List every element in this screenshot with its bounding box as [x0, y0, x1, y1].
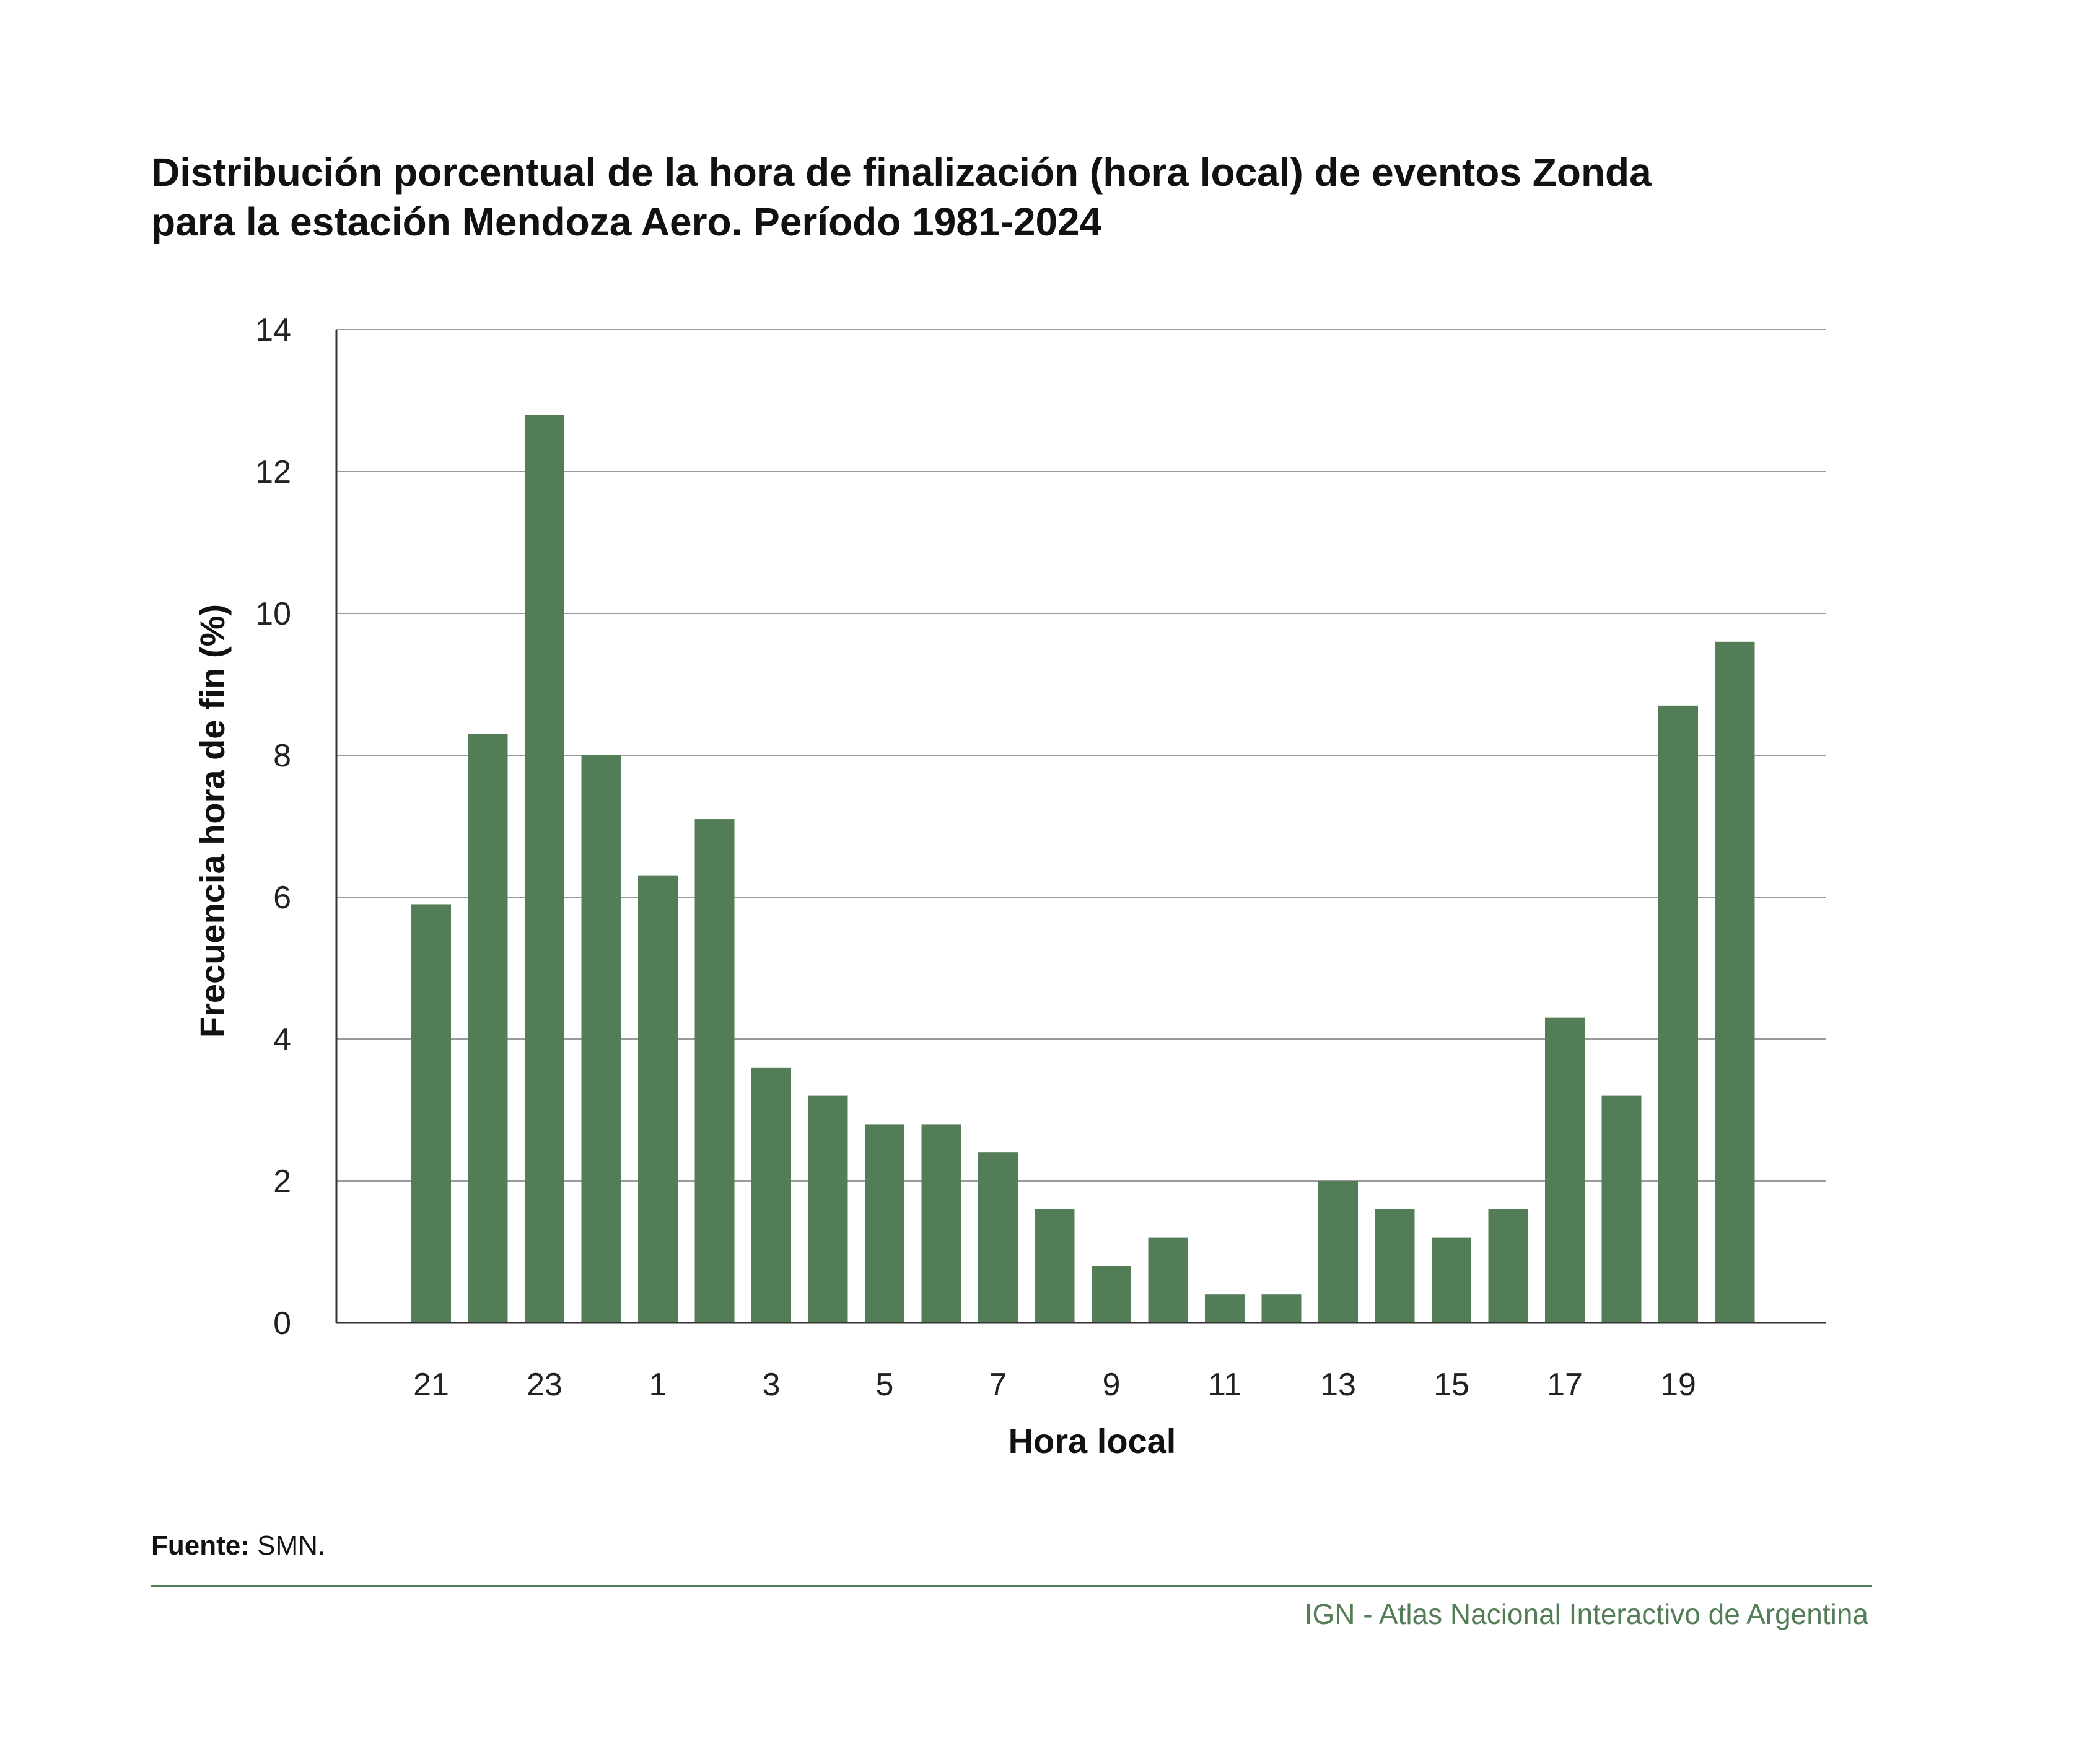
bar-4 [808, 1095, 848, 1323]
credit-text: IGN - Atlas Nacional Interactivo de Arge… [1304, 1598, 1868, 1630]
y-tick-label: 14 [255, 312, 291, 348]
bar-11 [1205, 1294, 1245, 1323]
axes [335, 330, 1826, 1324]
x-tick-label: 11 [1208, 1367, 1241, 1403]
y-tick-label: 12 [255, 454, 291, 490]
x-tick-label: 17 [1547, 1367, 1583, 1403]
y-tick-label: 0 [273, 1305, 291, 1341]
x-tick-label: 9 [1103, 1367, 1121, 1403]
x-tick-label: 21 [413, 1367, 449, 1403]
bar-12 [1261, 1294, 1302, 1323]
x-tick-label: 15 [1433, 1367, 1469, 1403]
bar-21 [411, 904, 451, 1323]
bar-14 [1375, 1209, 1415, 1323]
x-tick-label: 1 [649, 1367, 667, 1403]
x-tick-label: 13 [1320, 1367, 1356, 1403]
bar-1 [638, 875, 678, 1323]
bar-3 [751, 1067, 791, 1323]
x-tick-label: 23 [527, 1367, 562, 1403]
bar-22 [468, 734, 508, 1323]
y-tick-label: 6 [273, 880, 291, 916]
y-axis-ticks: 0 2 4 6 8 10 12 14 [255, 312, 291, 1341]
bar-9 [1092, 1266, 1131, 1323]
bar-6 [921, 1124, 961, 1323]
bar-23 [525, 415, 564, 1323]
bar-10 [1148, 1237, 1188, 1323]
y-tick-label: 4 [273, 1022, 291, 1058]
bar-7 [978, 1152, 1018, 1323]
bar-18 [1601, 1095, 1642, 1323]
bar-0 [581, 755, 621, 1323]
x-axis-ticks: 21 23 1 3 5 7 9 11 13 15 17 19 [413, 1367, 1696, 1403]
footer-divider [151, 1585, 1872, 1587]
bar-13 [1318, 1181, 1358, 1323]
bar-20 [1715, 641, 1755, 1323]
x-tick-label: 19 [1660, 1367, 1696, 1403]
bars [411, 415, 1755, 1323]
bar-16 [1488, 1209, 1528, 1323]
y-tick-label: 2 [273, 1164, 291, 1200]
bar-15 [1432, 1237, 1471, 1323]
bar-8 [1035, 1209, 1075, 1323]
x-tick-label: 5 [876, 1367, 894, 1403]
x-tick-label: 3 [763, 1367, 781, 1403]
bar-2 [694, 819, 735, 1323]
x-axis-label: Hora local [1009, 1421, 1176, 1460]
source-note: Fuente: SMN. [151, 1530, 325, 1561]
bar-17 [1545, 1017, 1585, 1323]
y-tick-label: 10 [255, 596, 291, 632]
chart-title: Distribución porcentual de la hora de fi… [151, 147, 1948, 247]
y-tick-label: 8 [273, 738, 291, 774]
bar-19 [1658, 705, 1698, 1323]
source-value: SMN. [257, 1530, 326, 1561]
y-axis-label: Frecuencia hora de fin (%) [193, 604, 232, 1038]
chart-title-line-1: Distribución porcentual de la hora de fi… [151, 150, 1652, 195]
x-tick-label: 7 [989, 1367, 1007, 1403]
source-label: Fuente: [151, 1530, 250, 1561]
chart-title-line-2: para la estación Mendoza Aero. Período 1… [151, 200, 1102, 244]
bar-5 [865, 1124, 904, 1323]
